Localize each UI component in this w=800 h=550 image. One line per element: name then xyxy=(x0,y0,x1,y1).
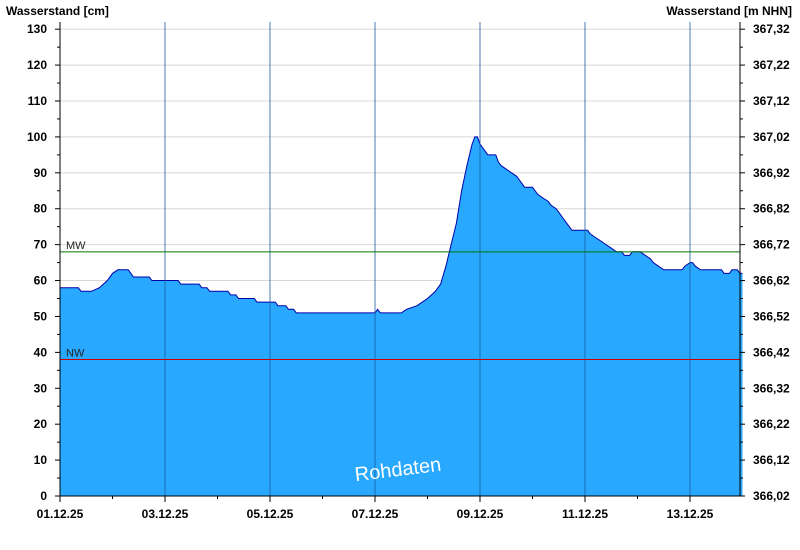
right-tick-label: 366,02 xyxy=(753,489,790,503)
right-tick-label: 367,22 xyxy=(753,58,790,72)
right-tick-label: 366,32 xyxy=(753,381,790,395)
left-tick-label: 40 xyxy=(34,345,48,359)
x-tick-label: 05.12.25 xyxy=(247,507,294,521)
right-tick-label: 366,52 xyxy=(753,309,790,323)
right-tick-label: 366,62 xyxy=(753,274,790,288)
left-tick-label: 110 xyxy=(28,94,48,108)
right-tick-label: 367,32 xyxy=(753,22,790,36)
right-tick-label: 366,42 xyxy=(753,345,790,359)
x-tick-label: 13.12.25 xyxy=(667,507,714,521)
x-tick-label: 11.12.25 xyxy=(562,507,608,521)
vertical-gridlines xyxy=(164,22,691,496)
right-tick-label: 366,82 xyxy=(753,202,790,216)
left-tick-label: 80 xyxy=(34,202,48,216)
left-tick-label: 130 xyxy=(27,22,47,36)
x-tick-label: 07.12.25 xyxy=(352,507,399,521)
right-tick-label: 366,12 xyxy=(753,453,790,467)
left-tick-label: 100 xyxy=(27,130,47,144)
left-tick-label: 90 xyxy=(34,166,48,180)
right-tick-label: 366,92 xyxy=(753,166,790,180)
series-area-fill xyxy=(60,136,743,496)
reference-line-label: NW xyxy=(66,348,85,360)
right-y-axis: 366,02 366,12 366,22 366,32 366,42 366,52 366,… xyxy=(739,22,790,503)
left-axis-title: Wasserstand [cm] xyxy=(6,4,109,18)
left-tick-label: 70 xyxy=(34,238,48,252)
left-tick-label: 30 xyxy=(34,381,48,395)
right-tick-label: 366,72 xyxy=(753,238,790,252)
right-tick-label: 367,02 xyxy=(753,130,790,144)
left-tick-label: 60 xyxy=(34,274,48,288)
x-tick-label: 09.12.25 xyxy=(457,507,504,521)
left-tick-label: 20 xyxy=(34,417,48,431)
left-tick-label: 50 xyxy=(34,309,48,323)
x-tick-label: 01.12.25 xyxy=(37,507,84,521)
right-tick-label: 366,22 xyxy=(753,417,790,431)
right-axis-title: Wasserstand [m NHN] xyxy=(666,4,792,18)
left-tick-label: 0 xyxy=(40,489,47,503)
x-tick-label: 03.12.25 xyxy=(142,507,189,521)
left-tick-label: 10 xyxy=(34,453,48,467)
reference-lines: MW NW xyxy=(60,240,740,361)
left-y-axis: 0 10 20 30 40 50 60 70 80 90 100 110 120 130 xyxy=(27,22,61,503)
x-axis: 01.12.25 03.12.25 05.12.25 07.12.25 09.12.25… xyxy=(37,495,740,521)
reference-line-label: MW xyxy=(66,240,86,252)
right-tick-label: 367,12 xyxy=(753,94,790,108)
left-tick-label: 120 xyxy=(27,58,47,72)
